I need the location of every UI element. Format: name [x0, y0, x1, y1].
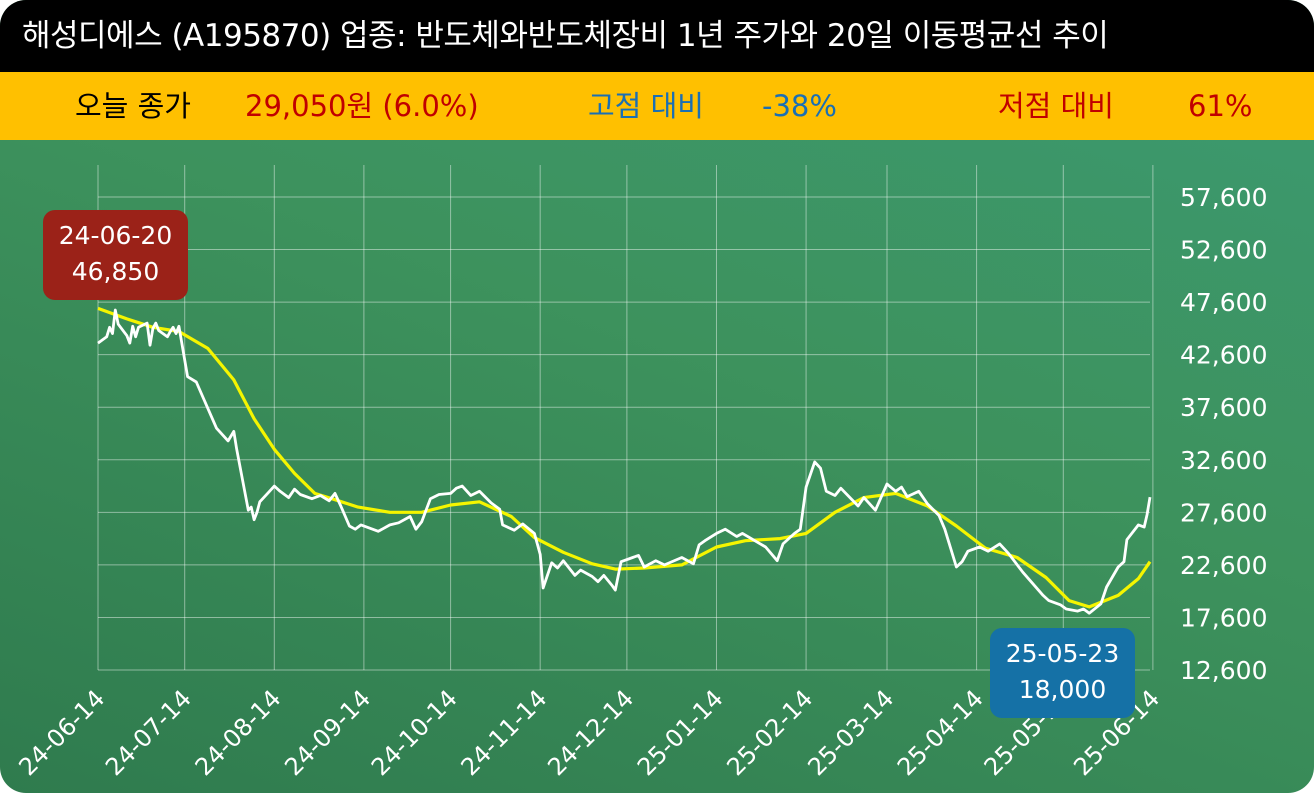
x-tick-label: 24-06-14 — [13, 684, 110, 781]
y-axis-tick-labels: 57,600 52,600 47,600 42,600 37,600 32,600 27,6… — [1180, 183, 1267, 685]
from-low-label: 저점 대비 — [998, 89, 1114, 123]
x-tick-label: 24-12-14 — [542, 684, 639, 781]
grid-vertical — [97, 165, 1154, 670]
from-high-label: 고점 대비 — [588, 89, 704, 123]
y-tick-label: 47,600 — [1180, 288, 1267, 317]
high-point-callout: 24-06-20 46,850 — [43, 210, 188, 300]
price-line — [97, 308, 1152, 615]
low-point-date: 25-05-23 — [1005, 639, 1120, 668]
high-point-value: 46,850 — [71, 257, 160, 286]
y-tick-label: 22,600 — [1180, 551, 1267, 580]
x-tick-label: 25-02-14 — [721, 684, 818, 781]
y-tick-label: 12,600 — [1180, 656, 1267, 685]
y-tick-label: 32,600 — [1180, 446, 1267, 475]
today-close-label: 오늘 종가 — [75, 89, 191, 123]
low-point-callout: 25-05-23 18,000 — [990, 628, 1135, 718]
moving-average-20-line — [97, 306, 1152, 609]
y-tick-label: 57,600 — [1180, 183, 1267, 212]
x-tick-label: 24-08-14 — [190, 684, 287, 781]
y-tick-label: 27,600 — [1180, 498, 1267, 527]
today-close-value: 29,050원 (6.0%) — [245, 89, 479, 123]
low-point-value: 18,000 — [1018, 675, 1107, 704]
x-tick-label: 24-10-14 — [366, 684, 463, 781]
y-tick-label: 17,600 — [1180, 603, 1267, 632]
y-tick-label: 52,600 — [1180, 236, 1267, 265]
x-tick-label: 25-04-14 — [892, 684, 989, 781]
x-tick-label: 25-03-14 — [802, 684, 899, 781]
high-point-date: 24-06-20 — [58, 221, 173, 250]
x-tick-label: 25-01-14 — [632, 684, 729, 781]
from-low-value: 61% — [1188, 89, 1253, 123]
x-tick-label: 24-07-14 — [100, 684, 197, 781]
grid-horizontal — [98, 196, 1150, 671]
chart-title: 해성디에스 (A195870) 업종: 반도체와반도체장비 1년 주가와 20일… — [0, 0, 1314, 72]
stats-bar: 오늘 종가 29,050원 (6.0%) 고점 대비 -38% 저점 대비 61… — [0, 72, 1314, 140]
y-tick-label: 37,600 — [1180, 393, 1267, 422]
from-high-value: -38% — [762, 89, 837, 123]
x-tick-label: 24-09-14 — [279, 684, 376, 781]
x-tick-label: 24-11-14 — [456, 684, 553, 781]
y-tick-label: 42,600 — [1180, 341, 1267, 370]
